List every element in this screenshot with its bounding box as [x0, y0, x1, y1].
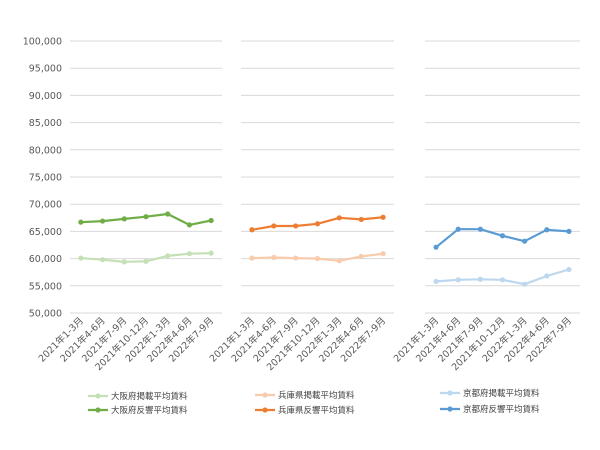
y-tick-label: 100,000: [23, 37, 62, 48]
legend-marker: [262, 392, 268, 398]
legend-label: 京都府反響平均賃料: [463, 404, 540, 415]
data-point: [522, 281, 528, 287]
data-point: [121, 259, 127, 265]
data-point: [566, 228, 572, 234]
data-point: [544, 273, 550, 279]
legend-label: 大阪府掲載平均賃料: [111, 391, 188, 402]
data-point: [186, 222, 193, 228]
legend-marker: [95, 393, 101, 399]
data-point: [208, 250, 214, 256]
data-point: [314, 256, 321, 262]
data-point: [477, 226, 483, 232]
y-tick-label: 65,000: [29, 227, 62, 238]
data-point: [99, 218, 106, 224]
legend-marker: [447, 390, 453, 396]
data-point: [121, 216, 127, 222]
y-tick-label: 80,000: [29, 145, 62, 156]
data-point: [336, 215, 342, 221]
y-tick-label: 85,000: [29, 118, 62, 129]
legend-label: 大阪府反響平均賃料: [111, 405, 188, 416]
data-point: [455, 226, 461, 232]
y-tick-label: 55,000: [29, 281, 62, 292]
legend-label: 兵庫県反響平均賃料: [278, 405, 355, 416]
data-point: [433, 244, 439, 250]
data-point: [358, 253, 364, 260]
legend-label: 兵庫県掲載平均賃料: [278, 390, 355, 401]
data-point: [522, 238, 528, 244]
data-point: [99, 257, 106, 263]
data-point: [208, 217, 214, 224]
legend-marker: [262, 407, 268, 413]
data-point: [499, 233, 506, 239]
data-point: [249, 227, 255, 233]
data-point: [78, 219, 84, 225]
data-point: [336, 258, 342, 264]
data-point: [165, 211, 171, 217]
data-point: [271, 223, 277, 229]
data-point: [455, 277, 461, 283]
data-point: [477, 276, 483, 282]
data-point: [358, 216, 364, 223]
data-point: [499, 277, 506, 283]
data-point: [433, 278, 439, 285]
legend-marker: [95, 407, 101, 413]
legend-marker: [447, 406, 453, 412]
y-tick-label: 50,000: [29, 309, 62, 320]
y-tick-label: 90,000: [29, 91, 62, 102]
data-point: [544, 227, 550, 233]
data-point: [271, 254, 277, 261]
data-point: [143, 258, 149, 264]
data-point: [380, 214, 386, 220]
data-point: [314, 221, 321, 227]
data-point: [249, 255, 255, 261]
legend-label: 京都府掲載平均賃料: [463, 388, 540, 399]
data-point: [165, 253, 171, 259]
y-tick-label: 60,000: [29, 254, 62, 265]
data-point: [566, 266, 572, 273]
data-point: [293, 255, 299, 261]
y-tick-label: 75,000: [29, 173, 62, 184]
y-tick-label: 70,000: [29, 200, 62, 211]
data-point: [143, 214, 149, 220]
data-point: [186, 251, 193, 257]
y-tick-label: 95,000: [29, 64, 62, 75]
data-point: [78, 255, 84, 261]
data-point: [293, 223, 299, 229]
data-point: [380, 251, 386, 257]
